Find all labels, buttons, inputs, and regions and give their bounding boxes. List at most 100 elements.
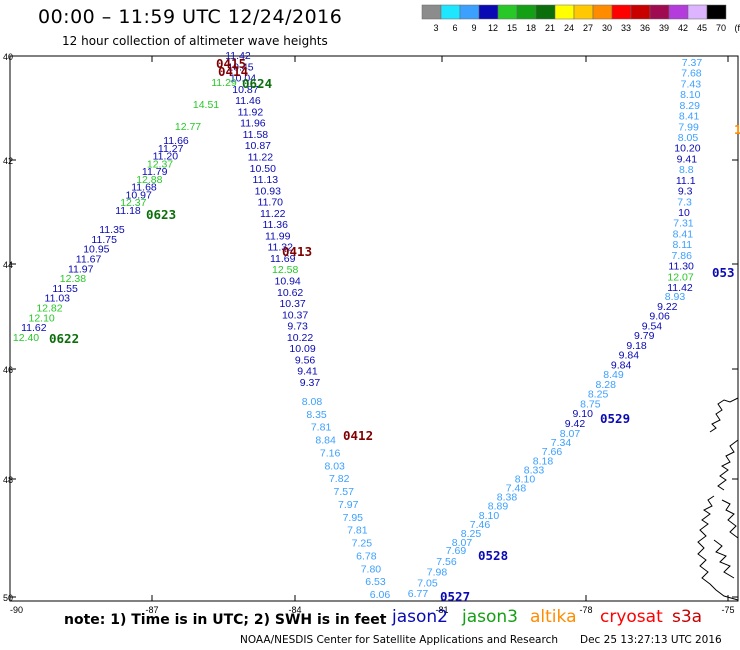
wave-height-value: 11.46 [235, 95, 261, 107]
wave-height-value: 6.53 [365, 576, 386, 588]
wave-height-value: 10.37 [282, 309, 308, 321]
scale-label: 70 [716, 23, 726, 33]
wave-height-value: 8.49 [603, 369, 624, 381]
wave-height-value: 11.32 [267, 242, 293, 254]
wave-height-value: 11.42 [667, 282, 693, 294]
wave-height-value: 10.45 [227, 61, 253, 73]
wave-height-value: 8.8 [679, 164, 694, 176]
wave-height-value: 9.54 [642, 320, 663, 332]
wave-height-value: 11.22 [248, 151, 274, 163]
wave-height-value: 10.95 [83, 244, 109, 256]
wave-height-value: 11.70 [258, 197, 284, 209]
wave-height-value: 11.62 [21, 322, 47, 334]
wave-height-value: 7.66 [542, 446, 563, 458]
wave-height-value: 8.10 [515, 473, 536, 485]
pass-label: 0528 [478, 548, 508, 563]
pass-label: 0414 [218, 64, 248, 79]
lat-label: 42 [3, 156, 13, 166]
wave-height-value: 12.88 [136, 174, 162, 186]
scale-swatch [649, 4, 670, 20]
scale-swatch [554, 4, 575, 20]
wave-height-value: 10.50 [250, 163, 276, 175]
wave-height-value: 11.55 [52, 283, 78, 295]
scale-label: 9 [471, 23, 476, 33]
wave-height-value: 8.10 [479, 510, 500, 522]
scale-swatch [592, 4, 613, 20]
track-0412: 8.088.357.818.847.168.037.827.577.977.95… [302, 396, 391, 601]
scale-label: 15 [507, 23, 517, 33]
track-0527: 6.777.057.987.567.69 0527 [408, 545, 470, 604]
wave-height-value: 11.20 [153, 151, 179, 163]
wave-height-value: 11.29 [211, 77, 237, 89]
wave-height-value: 10.04 [230, 73, 256, 85]
scale-swatch [573, 4, 594, 20]
wave-height-value: 11.27 [158, 143, 184, 155]
wave-height-value: 7.86 [671, 250, 692, 262]
scale-swatch [516, 4, 537, 20]
wave-height-value: 7.56 [436, 556, 457, 568]
wave-height-value: 11.58 [243, 129, 269, 141]
wave-height-value: 7.99 [678, 121, 699, 133]
wave-height-value: 11.97 [68, 263, 94, 275]
wave-height-value: 11.96 [240, 118, 266, 130]
scale-label: 45 [697, 23, 707, 33]
lat-label: 44 [3, 260, 13, 270]
wave-height-value: 8.08 [302, 396, 323, 408]
wave-height-value: 6.77 [408, 588, 429, 600]
wave-height-value: 7.69 [446, 545, 467, 557]
wave-height-value: 7.82 [329, 473, 350, 485]
scale-label: (ft) [735, 23, 740, 33]
wave-height-value: 11.36 [262, 219, 288, 231]
wave-height-value: 7.98 [427, 567, 448, 579]
wave-height-value: 8.05 [678, 132, 699, 144]
wave-height-value: 11.66 [163, 135, 189, 147]
wave-height-value: 8.29 [679, 100, 700, 112]
scale-swatch [706, 4, 727, 20]
wave-height-value: 11.42 [225, 50, 251, 62]
wave-height-value: 8.41 [673, 228, 694, 240]
wave-height-value: 11.79 [142, 166, 168, 178]
wave-height-value: 10.20 [674, 143, 700, 155]
credit-line: NOAA/NESDIS Center for Satellite Applica… [240, 634, 558, 646]
wave-height-value: 6.06 [370, 589, 391, 601]
wave-height-value: 12.58 [272, 264, 298, 276]
wave-height-value: 10.09 [289, 343, 315, 355]
wave-height-value: 9.10 [572, 408, 593, 420]
track-0623: 11.6611.2711.2012.3711.7912.8811.6810.97… [115, 135, 189, 222]
pass-label: 0529 [600, 411, 630, 426]
track-0624: 11.29 14.51 12.77 0624 [175, 76, 272, 133]
wave-height-value: 6.78 [356, 550, 377, 562]
wave-height-value: 8.35 [306, 409, 327, 421]
track-053: 11.4212.0711.307.868.118.417.31107.39.31… [667, 57, 734, 294]
wave-height-value: 8.84 [315, 435, 336, 447]
wave-height-value: 10.37 [279, 298, 305, 310]
lon-label: -81 [435, 605, 448, 615]
wave-height-value: 11.99 [265, 230, 291, 242]
lat-label: 46 [3, 365, 13, 375]
wave-height-value: 8.25 [588, 389, 609, 401]
wave-height-value: 11.03 [45, 293, 71, 305]
wave-height-value: 8.18 [533, 455, 554, 467]
wave-height-value: 9.41 [677, 153, 698, 165]
wave-height-value: 8.07 [560, 428, 581, 440]
wave-height-value: 11.68 [131, 182, 157, 194]
wave-height-value: 11.92 [238, 106, 264, 118]
pass-label: 0413 [282, 244, 312, 259]
lon-label: -78 [579, 605, 592, 615]
scale-swatch [668, 4, 689, 20]
wave-height-tracks: 11.4210.4510.0410.8711.4611.9211.9611.58… [13, 50, 735, 604]
wave-height-value: 9.41 [297, 366, 318, 378]
scale-label: 3 [433, 23, 438, 33]
scale-label: 42 [678, 23, 688, 33]
extra-label: 1 [734, 122, 740, 137]
lon-label: -90 [10, 605, 23, 615]
track-0529: 9.429.108.758.258.288.499.849.849.189.79… [565, 291, 686, 430]
scale-label: 33 [621, 23, 631, 33]
scale-swatch [611, 4, 632, 20]
pass-label: 0622 [49, 331, 79, 346]
map-frame [9, 55, 739, 602]
wave-height-value: 12.37 [147, 158, 173, 170]
wave-height-value: 9.18 [626, 340, 647, 352]
